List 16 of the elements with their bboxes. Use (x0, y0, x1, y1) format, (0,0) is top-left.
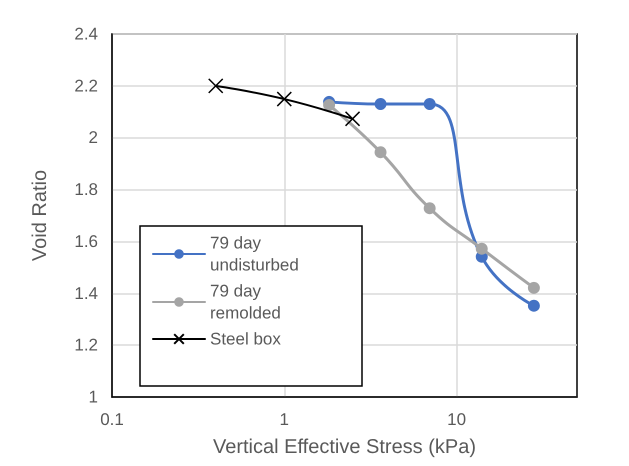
y-tick-label: 1 (88, 388, 98, 406)
legend-label: Steel box (210, 330, 282, 348)
y-tick-label: 1.6 (74, 232, 98, 251)
x-tick-label: 1 (280, 410, 290, 429)
y-tick-label: 2 (88, 128, 98, 148)
y-tick-label: 1.4 (74, 284, 98, 303)
y-tick-label: 2.2 (74, 76, 98, 96)
x-tick-label: 10 (447, 410, 466, 429)
x-axis-title: Vertical Effective Stress (kPa) (212, 436, 476, 458)
y-axis-title: Void Ratio (29, 170, 51, 262)
legend-label: 79 day remolded (210, 282, 281, 322)
legend-label: 79 day undisturbed (210, 234, 299, 274)
y-tick-label: 1.8 (74, 180, 98, 200)
y-tick-label: 2.4 (74, 24, 98, 44)
x-tick-label: 0.1 (100, 410, 124, 429)
y-tick-label: 1.2 (74, 336, 98, 355)
